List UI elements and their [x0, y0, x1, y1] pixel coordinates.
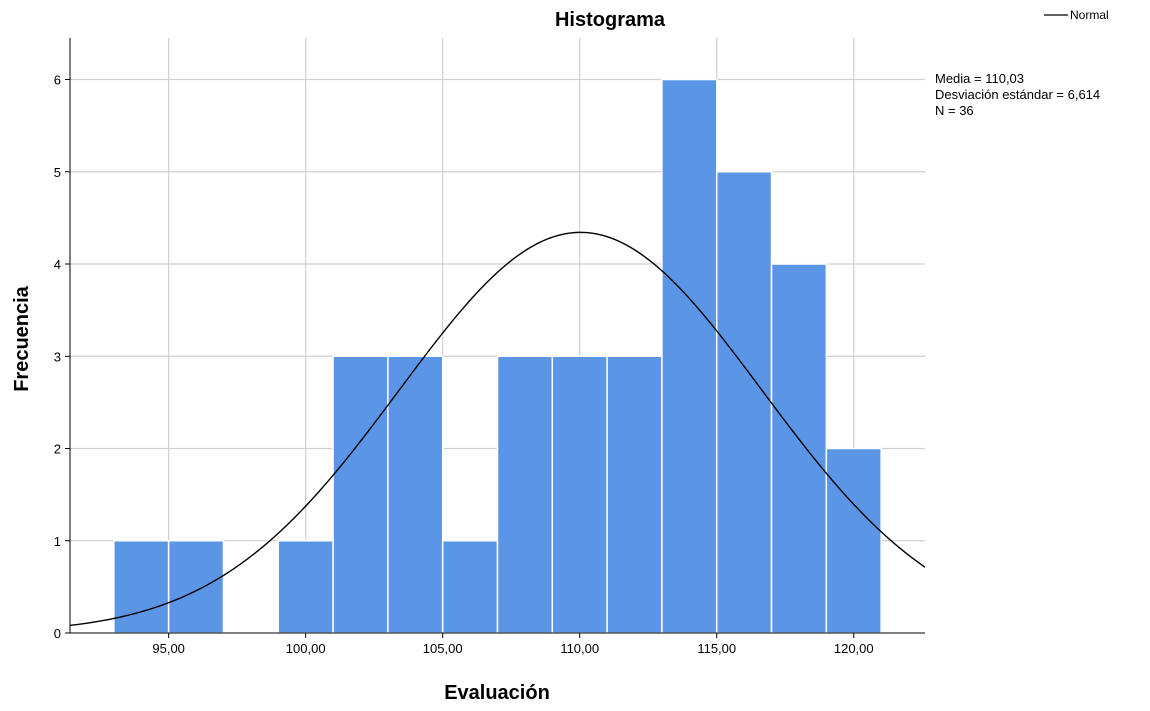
histogram-bar-115-117	[715, 171, 773, 634]
y-tick-label-0: 0	[54, 626, 61, 641]
histogram-bar-105-107	[441, 540, 499, 634]
x-tick-label-120: 120,00	[834, 641, 874, 656]
histogram-bar-101-103	[332, 355, 389, 634]
histogram-bars	[113, 78, 882, 634]
y-tick-label-5: 5	[54, 165, 61, 180]
x-tick-label-95: 95,00	[152, 641, 185, 656]
stats-box: Media = 110,03 Desviación estándar = 6,6…	[935, 71, 1100, 118]
legend-normal-label: Normal	[1070, 8, 1109, 22]
histogram-bar-111-113	[606, 355, 663, 634]
x-axis-title: Evaluación	[444, 682, 550, 704]
histogram-bar-103-105	[387, 355, 444, 634]
histogram-bar-113-115	[661, 78, 718, 634]
y-tick-label-2: 2	[54, 442, 61, 457]
histogram-bar-99-101	[277, 540, 334, 634]
normal-curve-layer	[69, 231, 926, 627]
x-tick-label-100: 100,00	[286, 641, 326, 656]
tick-labels: 0 1 2 3 4 5 6 95,00 100,00 105,00 110,00 115,00 120,…	[54, 73, 874, 656]
axes	[69, 38, 925, 634]
y-tick-label-6: 6	[54, 73, 61, 88]
y-axis-title: Frecuencia	[11, 285, 33, 391]
x-tick-label-115: 115,00	[697, 641, 736, 656]
legend: Normal	[1044, 8, 1109, 22]
histogram-bar-119-121	[825, 447, 882, 634]
histogram-bar-107-109	[496, 355, 554, 634]
stats-n: N = 36	[935, 103, 974, 118]
histogram-bar-109-111	[551, 355, 608, 634]
x-tick-label-105: 105,00	[423, 641, 463, 656]
stats-sd: Desviación estándar = 6,614	[935, 87, 1100, 102]
y-tick-label-3: 3	[54, 349, 61, 364]
histogram-bar-117-119	[770, 263, 828, 634]
normal-curve-line	[69, 231, 926, 627]
y-tick-label-4: 4	[54, 257, 61, 272]
y-tick-label-1: 1	[54, 534, 61, 549]
x-tick-label-110: 110,00	[560, 641, 599, 656]
chart-title: Histograma	[555, 9, 666, 31]
histogram-bar-95-97	[167, 540, 225, 634]
histogram-bar-93-95	[113, 540, 170, 634]
stats-mean: Media = 110,03	[935, 71, 1024, 86]
